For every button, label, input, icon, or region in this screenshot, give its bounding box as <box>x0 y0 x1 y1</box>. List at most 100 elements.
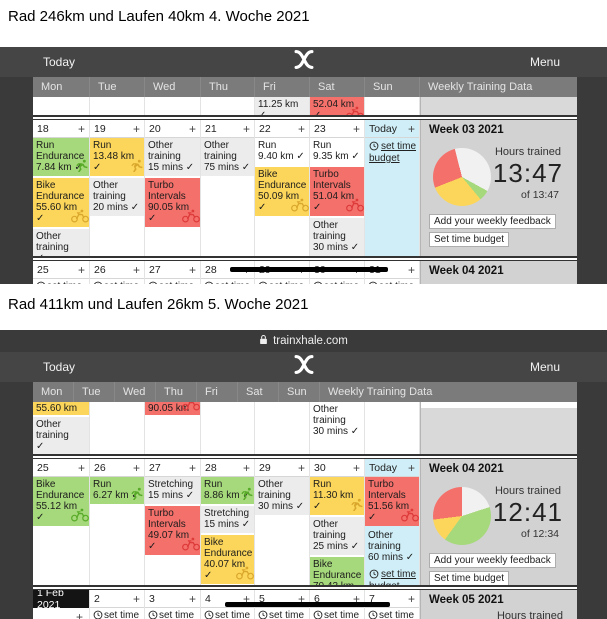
add-session-button[interactable]: + <box>77 460 85 475</box>
set-time-link[interactable]: set time <box>255 608 304 619</box>
add-session-button[interactable]: + <box>352 460 360 475</box>
runner-icon <box>129 487 144 503</box>
session-cell[interactable]: Run 9.40 km ✓ <box>255 138 309 165</box>
clock-icon <box>258 281 269 284</box>
session-cell[interactable]: Other training 15 mins ✓ <box>145 138 200 176</box>
set-time-link[interactable]: set time <box>365 279 414 284</box>
add-session-button[interactable]: + <box>75 610 83 619</box>
add-session-button[interactable]: + <box>188 262 196 277</box>
session-cell[interactable]: Run Endurance 7.84 km ✓ <box>33 138 89 176</box>
weekly-feedback-button[interactable]: Add your weekly feedback <box>429 553 556 568</box>
session-cell[interactable]: Other training 60 mins ✓ <box>365 528 419 566</box>
scroll-indicator[interactable] <box>230 267 388 272</box>
set-time-link[interactable]: set time <box>310 279 359 284</box>
session-cell[interactable]: Other training✓ <box>33 417 89 454</box>
session-cell[interactable]: Bike Endurance 55.12 km ✓ <box>33 477 89 526</box>
session-title: Run <box>258 140 277 151</box>
set-time-budget-link[interactable]: set time budget <box>369 141 417 164</box>
add-session-button[interactable]: + <box>132 121 140 136</box>
session-cell[interactable]: Other training 30 mins ✓ <box>255 477 309 515</box>
session-cell[interactable]: Run 8.86 km ✓ <box>201 477 254 504</box>
session-cell[interactable]: Turbo Intervals 90.05 km ✓ <box>145 178 200 227</box>
add-session-button[interactable]: + <box>407 262 415 277</box>
day-column: 31+set time <box>365 261 420 284</box>
today-button[interactable]: Today <box>43 360 76 374</box>
clock-icon <box>369 569 381 580</box>
session-cell[interactable]: Turbo Intervals 51.04 km ✓ <box>310 167 364 216</box>
cyclist-icon <box>71 209 89 226</box>
add-session-button[interactable]: + <box>77 262 85 277</box>
set-time-budget-link[interactable]: set time budget <box>369 569 417 585</box>
runner-icon <box>74 159 89 175</box>
clock-icon <box>93 610 104 619</box>
session-cell[interactable]: Bike Endurance 55.60 km ✓ <box>33 178 89 227</box>
session-cell[interactable]: Run 11.30 km ✓ <box>310 477 364 515</box>
add-session-button[interactable]: + <box>132 460 140 475</box>
session-cell[interactable]: 11.25 km ✓ <box>255 97 309 115</box>
session-cell[interactable]: Run 13.48 km ✓ <box>90 138 144 176</box>
add-session-button[interactable]: + <box>188 591 196 606</box>
add-session-button[interactable]: + <box>297 460 305 475</box>
session-cell[interactable]: Run 6.27 km ✓ <box>90 477 144 504</box>
today-button[interactable]: Today <box>43 55 76 69</box>
session-cell[interactable]: Other training✓ <box>33 229 89 256</box>
session-cell[interactable]: 52.04 km ✓ <box>310 97 364 115</box>
add-session-button[interactable]: + <box>352 121 360 136</box>
session-cell[interactable]: Stretching 15 mins ✓ <box>145 477 200 504</box>
add-session-button[interactable]: + <box>242 591 250 606</box>
day-column <box>201 402 255 454</box>
set-time-link[interactable]: set time <box>255 279 304 284</box>
day-number: 3 <box>149 592 155 605</box>
set-time-link[interactable]: set time <box>90 608 139 619</box>
session-cell[interactable]: Other training 30 mins ✓ <box>310 402 364 440</box>
session-cell[interactable]: Run 9.35 km ✓ <box>310 138 364 165</box>
set-time-row: set time <box>365 279 419 284</box>
session-cell[interactable]: Other training 20 mins ✓ <box>90 178 144 216</box>
menu-button[interactable]: Menu <box>529 360 560 374</box>
session-cell[interactable]: 55.60 km ✓ <box>33 402 89 415</box>
set-time-budget-button[interactable]: Set time budget <box>429 571 510 585</box>
add-session-button[interactable]: + <box>242 121 250 136</box>
set-time-link[interactable]: set time <box>145 279 194 284</box>
set-time-link[interactable]: set time <box>33 279 82 284</box>
weekday-label-wed: Wed <box>145 77 201 97</box>
set-time-link[interactable]: set time <box>90 279 139 284</box>
session-cell[interactable]: 90.05 km ✓ <box>145 402 200 415</box>
menu-button[interactable]: Menu <box>529 55 560 69</box>
set-time-link[interactable]: set time <box>365 608 414 619</box>
session-value: 51.56 km ✓ <box>368 501 410 523</box>
session-cell[interactable]: Other training 25 mins ✓ <box>310 517 364 555</box>
browser-address-bar[interactable]: trainxhale.com <box>0 330 607 352</box>
add-session-button[interactable]: + <box>352 591 360 606</box>
set-time-link[interactable]: set time <box>145 608 194 619</box>
session-cell[interactable]: Bike Endurance 50.09 km ✓ <box>255 167 309 216</box>
set-time-link[interactable]: set time <box>201 279 250 284</box>
add-session-button[interactable]: + <box>407 121 415 136</box>
session-cell[interactable]: Other training 30 mins ✓ <box>310 218 364 256</box>
session-cell[interactable]: Turbo Intervals 49.07 km ✓ <box>145 506 200 555</box>
add-session-button[interactable]: + <box>188 121 196 136</box>
set-time-link[interactable]: set time <box>310 608 359 619</box>
weekly-feedback-button[interactable]: Add your weekly feedback <box>429 214 556 229</box>
add-session-button[interactable]: + <box>77 121 85 136</box>
session-cell[interactable]: Other training 75 mins ✓ <box>201 138 254 176</box>
add-session-button[interactable]: + <box>297 121 305 136</box>
add-session-button[interactable]: + <box>297 591 305 606</box>
set-time-budget-button[interactable]: Set time budget <box>429 232 510 247</box>
add-session-button[interactable]: + <box>188 460 196 475</box>
add-session-button[interactable]: + <box>407 591 415 606</box>
add-session-button[interactable]: + <box>132 591 140 606</box>
scroll-indicator[interactable] <box>225 602 390 607</box>
add-session-button[interactable]: + <box>407 460 415 475</box>
session-cell[interactable]: Bike Endurance 40.07 km ✓ <box>201 535 254 584</box>
session-cell[interactable]: Turbo Intervals 51.56 km ✓ <box>365 477 419 526</box>
add-session-button[interactable]: + <box>242 460 250 475</box>
cyclist-icon <box>182 209 200 226</box>
add-session-button[interactable]: + <box>132 262 140 277</box>
session-cell[interactable]: Bike Endurance70.43 km ✓ <box>310 557 364 585</box>
set-time-link[interactable]: set time <box>201 608 250 619</box>
session-value: 60 mins ✓ <box>368 552 415 563</box>
clock-icon <box>369 141 381 152</box>
session-cell[interactable]: Stretching 15 mins ✓ <box>201 506 254 533</box>
cyclist-icon <box>182 537 200 554</box>
